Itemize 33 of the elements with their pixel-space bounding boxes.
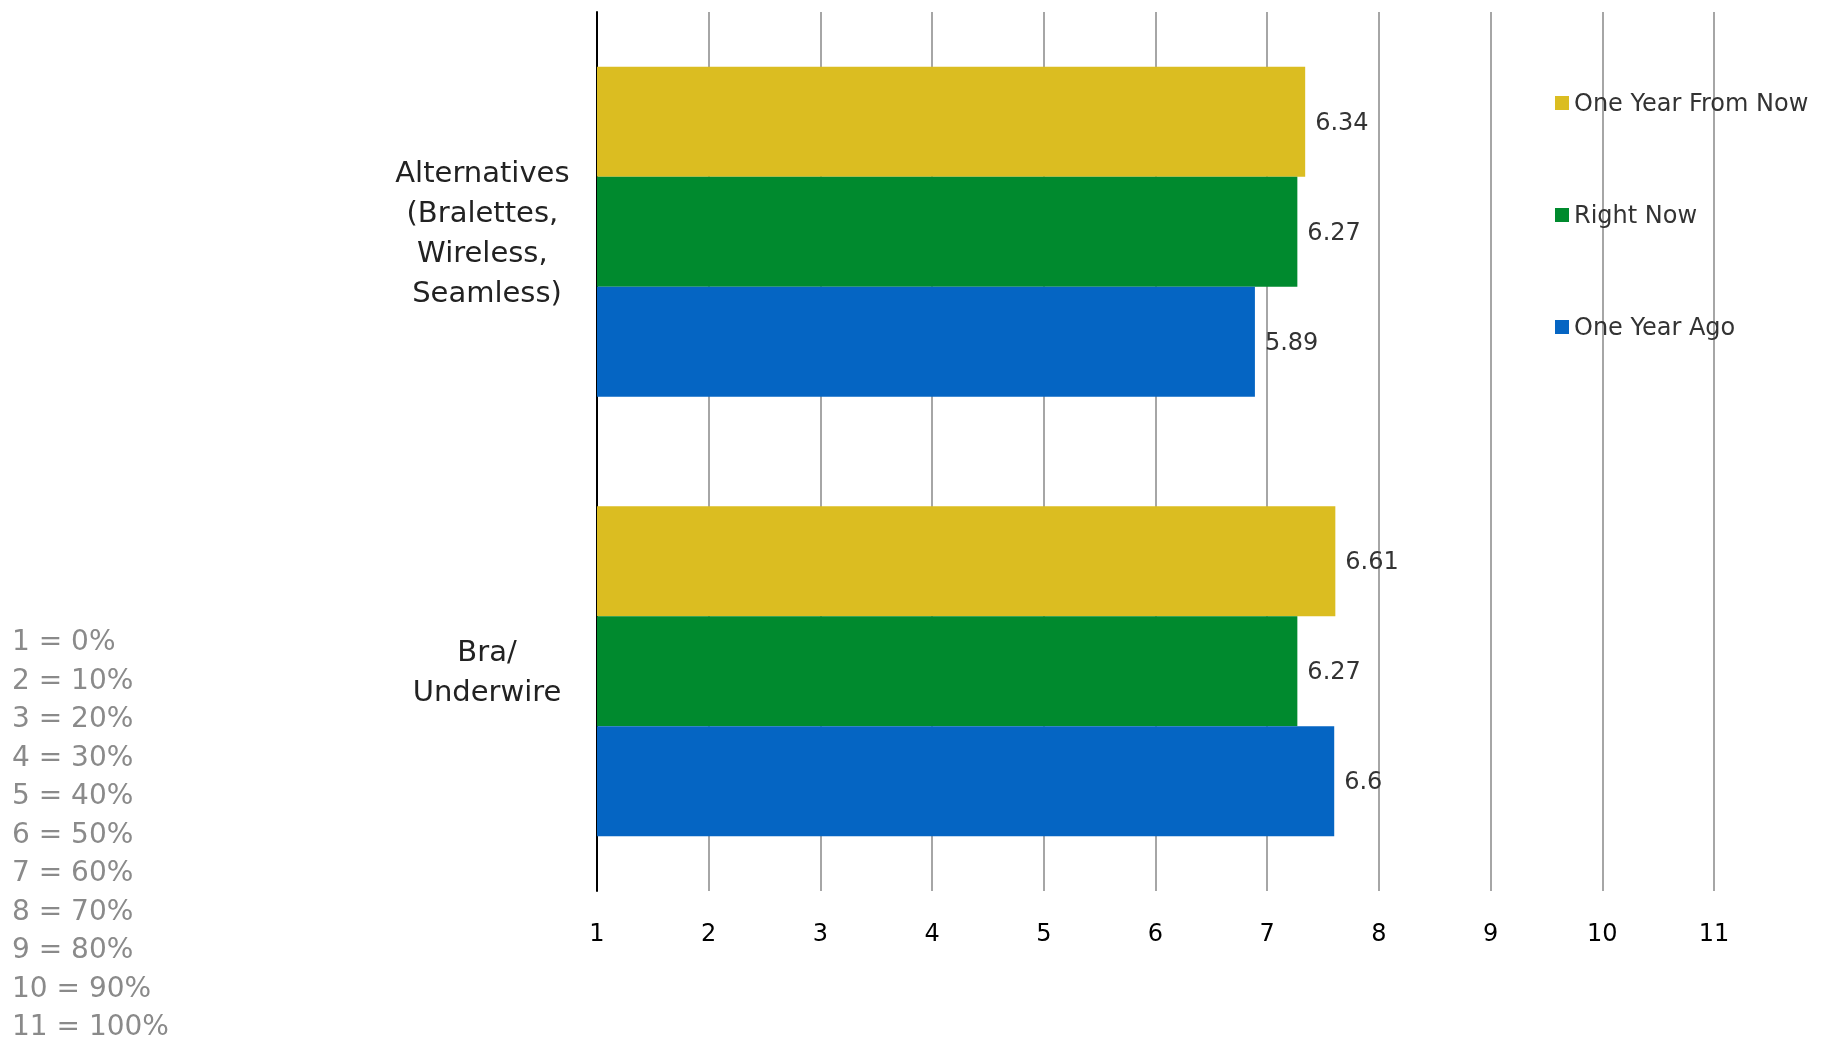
x-tick-label: 4 — [924, 919, 940, 947]
data-label: 6.27 — [1307, 657, 1361, 686]
text: 8 = 70% — [12, 892, 135, 929]
text: 4 = 30% — [12, 738, 135, 775]
text: 1 = 0% — [12, 623, 117, 659]
x-tick-label: 8 — [1371, 919, 1387, 947]
legend-label: One Year From Now — [1574, 89, 1809, 117]
text: 2 = 10% — [12, 661, 135, 698]
data-label: 6.61 — [1345, 547, 1399, 576]
legend-label: One Year Ago — [1574, 313, 1736, 341]
x-tick-label: 3 — [812, 919, 829, 947]
y-tick-label: Bra/Underwire — [412, 634, 562, 709]
x-tick-label: 11 — [1698, 919, 1730, 947]
text: 3 = 20% — [12, 700, 135, 736]
data-label: 6.6 — [1344, 767, 1383, 796]
text: 6 = 50% — [12, 815, 135, 852]
x-tick-label: 5 — [1036, 919, 1052, 947]
legend-label: Right Now — [1574, 201, 1698, 229]
text: 7 = 60% — [12, 854, 135, 890]
text: 5 = 40% — [12, 777, 135, 813]
x-tick-label: 6 — [1147, 919, 1164, 947]
x-tick-label: 7 — [1259, 919, 1275, 947]
text: 9 = 80% — [12, 931, 135, 967]
x-tick-label: 1 — [589, 919, 605, 947]
data-label: 6.27 — [1307, 217, 1361, 246]
x-tick-label: 9 — [1482, 919, 1499, 947]
text: 11 = 100% — [12, 1008, 169, 1040]
x-tick-label: 2 — [701, 919, 717, 947]
data-label: 5.89 — [1264, 327, 1319, 356]
data-label: 6.34 — [1315, 107, 1369, 136]
x-tick-label: 10 — [1587, 919, 1618, 947]
text: 10 = 90% — [12, 969, 153, 1006]
y-tick-label: Alternatives (Bralettes, Wireless, Seamless) — [395, 154, 579, 309]
